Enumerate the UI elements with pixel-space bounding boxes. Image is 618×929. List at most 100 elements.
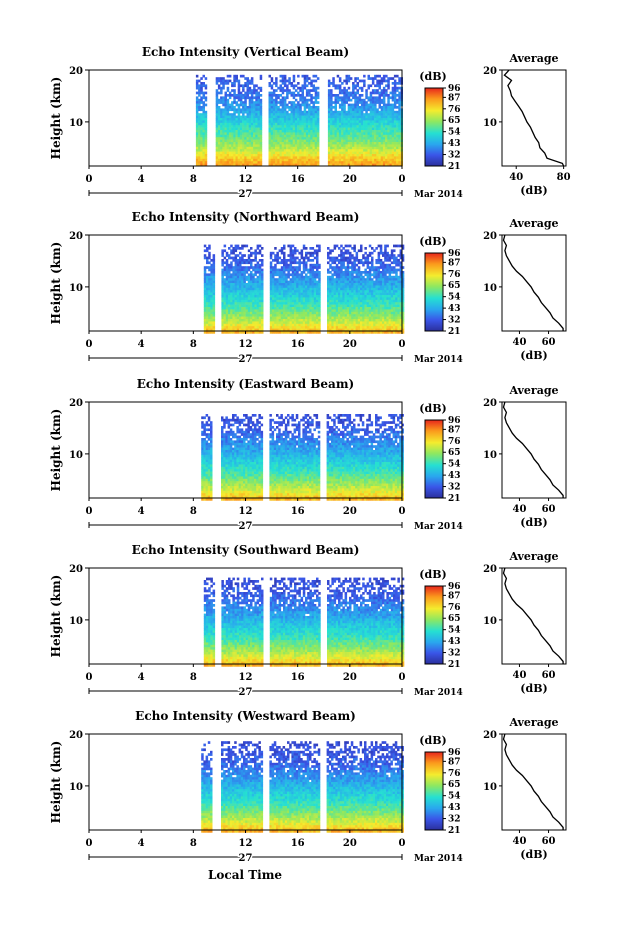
- heatmap-cell: [268, 84, 271, 88]
- heatmap-cell: [344, 307, 348, 310]
- heatmap-cell: [302, 275, 306, 279]
- heatmap-cell: [222, 161, 225, 164]
- heatmap-cell: [215, 122, 219, 126]
- heatmap-cell: [345, 142, 348, 145]
- heatmap-cell: [355, 268, 359, 272]
- heatmap-cell: [366, 283, 370, 286]
- heatmap-cell: [368, 323, 372, 327]
- heatmap-cell: [396, 161, 399, 164]
- heatmap-cell: [314, 142, 318, 145]
- heatmap-cell: [378, 134, 381, 138]
- heatmap-cell: [376, 132, 379, 136]
- heatmap-cell: [250, 275, 253, 279]
- heatmap-cell: [305, 151, 309, 155]
- heatmap-cell: [257, 130, 260, 133]
- heatmap-cell: [301, 110, 304, 114]
- heatmap-cell: [308, 134, 311, 138]
- heatmap-cell: [332, 134, 335, 138]
- heatmap-cell: [283, 115, 287, 119]
- heatmap-cell: [294, 106, 298, 109]
- heatmap-cell: [369, 118, 373, 121]
- heatmap-cell: [283, 79, 287, 83]
- heatmap-cell: [396, 115, 399, 119]
- heatmap-cell: [258, 323, 262, 327]
- heatmap-cell: [371, 314, 374, 317]
- heatmap-cell: [290, 149, 293, 152]
- heatmap-cell: [275, 94, 278, 97]
- heatmap-cell: [258, 297, 262, 301]
- heatmap-cell: [363, 120, 366, 124]
- heatmap-cell: [202, 163, 205, 167]
- heatmap-cell: [330, 139, 333, 143]
- heatmap-cell: [272, 314, 275, 317]
- heatmap-cell: [364, 326, 367, 329]
- heatmap-cell: [234, 328, 238, 332]
- heatmap-cell: [287, 273, 290, 277]
- heatmap-cell: [256, 297, 260, 301]
- heatmap-cell: [332, 127, 335, 131]
- heatmap-cell: [250, 314, 253, 317]
- heatmap-cell: [366, 302, 370, 305]
- heatmap-cell: [347, 98, 351, 102]
- heatmap-cell: [360, 314, 363, 317]
- heatmap-cell: [296, 326, 299, 329]
- heatmap-cell: [371, 299, 374, 303]
- heatmap-cell: [272, 125, 276, 128]
- heatmap-cell: [254, 302, 257, 305]
- heatmap-cell: [346, 292, 350, 296]
- heatmap-cell: [228, 106, 232, 109]
- heatmap-cell: [206, 266, 209, 269]
- heatmap-cell: [239, 158, 243, 162]
- heatmap-cell: [353, 278, 356, 281]
- heatmap-cell: [272, 309, 275, 313]
- heatmap-cell: [276, 290, 279, 293]
- heatmap-cell: [222, 151, 225, 155]
- heatmap-cell: [236, 321, 240, 325]
- heatmap-cell: [269, 266, 273, 269]
- heatmap-cell: [247, 273, 251, 277]
- heatmap-cell: [309, 314, 312, 317]
- heatmap-cell: [344, 314, 348, 317]
- heatmap-cell: [356, 132, 359, 136]
- heatmap-cell: [285, 275, 288, 279]
- heatmap-cell: [210, 328, 213, 332]
- heatmap-cell: [280, 328, 284, 332]
- heatmap-cell: [382, 151, 386, 155]
- heatmap-cell: [363, 79, 366, 83]
- heatmap-cell: [341, 149, 344, 152]
- heatmap-cell: [231, 130, 234, 133]
- heatmap-cell: [236, 307, 240, 310]
- heatmap-cell: [294, 323, 297, 327]
- heatmap-cell: [228, 287, 231, 291]
- heatmap-cell: [212, 326, 216, 329]
- heatmap-cell: [233, 74, 236, 78]
- heatmap-cell: [338, 142, 342, 145]
- heatmap-cell: [367, 122, 370, 126]
- heatmap-cell: [360, 132, 364, 136]
- heatmap-cell: [380, 115, 384, 119]
- heatmap-cell: [230, 326, 233, 329]
- heatmap-cell: [210, 319, 213, 322]
- heatmap-cell: [297, 106, 300, 109]
- heatmap-cell: [276, 331, 279, 334]
- heatmap-cell: [224, 149, 227, 152]
- heatmap-cell: [360, 259, 363, 262]
- heatmap-cell: [360, 323, 363, 327]
- heatmap-cell: [369, 91, 373, 95]
- heatmap-cell: [307, 302, 310, 305]
- heatmap-cell: [217, 142, 221, 145]
- heatmap-cell: [371, 285, 374, 289]
- heatmap-cell: [274, 295, 277, 298]
- heatmap-cell: [248, 115, 252, 119]
- heatmap-cell: [311, 326, 315, 329]
- heatmap-cell: [289, 278, 293, 281]
- heatmap-cell: [228, 256, 231, 260]
- heatmap-cell: [258, 299, 262, 303]
- heatmap-cell: [385, 79, 388, 83]
- heatmap-cell: [318, 307, 321, 310]
- heatmap-cell: [376, 74, 379, 78]
- heatmap-cell: [270, 94, 274, 97]
- heatmap-cell: [358, 127, 362, 131]
- heatmap-cell: [224, 94, 227, 97]
- heatmap-cell: [225, 302, 229, 305]
